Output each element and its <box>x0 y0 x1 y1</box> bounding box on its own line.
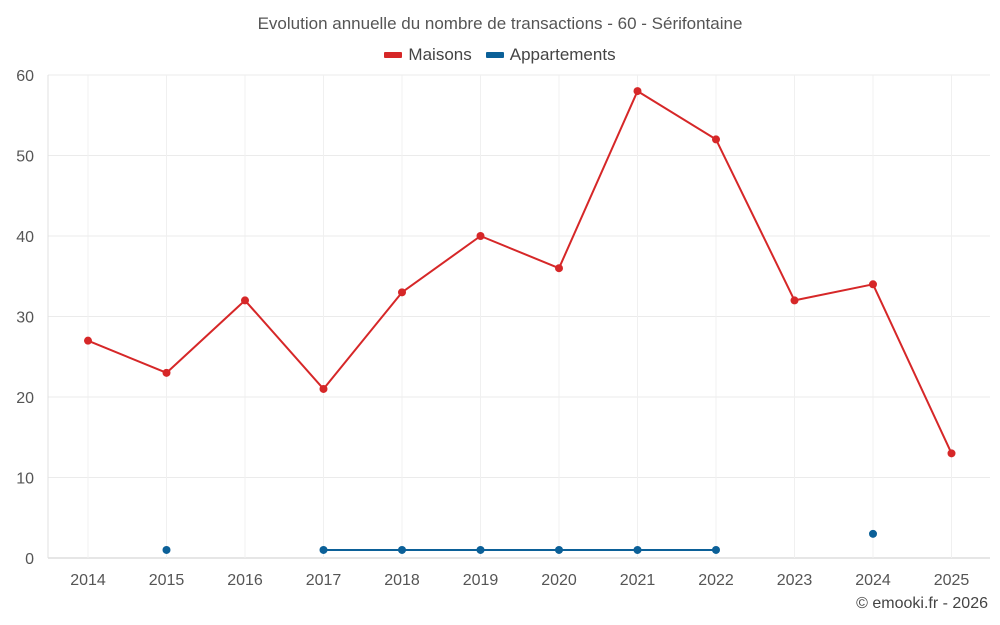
x-tick-label-2015: 2015 <box>149 572 185 589</box>
data-point-appartements-2015 <box>162 545 171 554</box>
data-point-appartements-2020 <box>555 545 563 554</box>
x-tick-label-2019: 2019 <box>463 572 499 589</box>
y-tick-label-20: 20 <box>16 390 34 407</box>
y-tick-label-10: 10 <box>16 471 34 488</box>
x-tick-label-2025: 2025 <box>934 572 970 589</box>
x-tick-label-2021: 2021 <box>620 572 656 589</box>
data-point-maisons-2016 <box>241 296 249 305</box>
data-point-maisons-2019 <box>476 232 485 240</box>
x-tick-label-2022: 2022 <box>698 572 734 589</box>
legend-item-appartements[interactable]: Appartements <box>485 45 616 65</box>
legend-label-maisons: Maisons <box>408 45 472 64</box>
data-point-maisons-2024 <box>869 280 877 289</box>
legend-label-appartements: Appartements <box>509 45 616 64</box>
y-tick-label-30: 30 <box>16 310 34 327</box>
data-point-maisons-2020 <box>555 264 563 273</box>
chart-legend: Maisons Appartements <box>0 45 1000 65</box>
legend-swatch-maisons <box>384 52 403 58</box>
data-point-appartements-2018 <box>398 545 406 554</box>
series-line-maisons-0 <box>87 90 953 454</box>
data-point-appartements-2024 <box>869 529 877 538</box>
data-point-maisons-2022 <box>712 135 720 144</box>
y-tick-label-60: 60 <box>16 68 34 85</box>
data-point-maisons-2023 <box>790 296 799 305</box>
x-tick-label-2024: 2024 <box>855 572 891 589</box>
x-tick-label-2014: 2014 <box>70 572 106 589</box>
data-point-appartements-2021 <box>633 545 642 554</box>
data-point-maisons-2015 <box>162 368 171 377</box>
legend-item-maisons[interactable]: Maisons <box>384 45 472 65</box>
data-point-appartements-2017 <box>319 545 328 554</box>
y-tick-label-50: 50 <box>16 149 34 166</box>
chart-title: Evolution annuelle du nombre de transact… <box>257 14 743 33</box>
x-tick-label-2016: 2016 <box>227 572 263 589</box>
credit-text: © emooki.fr - 2026 <box>856 595 988 612</box>
x-tick-label-2020: 2020 <box>541 572 577 589</box>
data-point-maisons-2018 <box>398 288 406 297</box>
data-point-maisons-2017 <box>319 384 328 393</box>
data-point-appartements-2019 <box>476 545 485 554</box>
data-point-maisons-2021 <box>633 87 642 96</box>
legend-swatch-appartements <box>485 52 504 58</box>
x-tick-label-2017: 2017 <box>306 572 342 589</box>
y-tick-label-40: 40 <box>16 229 34 246</box>
x-tick-label-2018: 2018 <box>384 572 420 589</box>
data-point-appartements-2022 <box>712 545 720 554</box>
y-tick-label-0: 0 <box>25 551 34 568</box>
data-point-maisons-2014 <box>84 336 92 345</box>
data-point-maisons-2025 <box>947 449 956 458</box>
x-tick-label-2023: 2023 <box>777 572 813 589</box>
